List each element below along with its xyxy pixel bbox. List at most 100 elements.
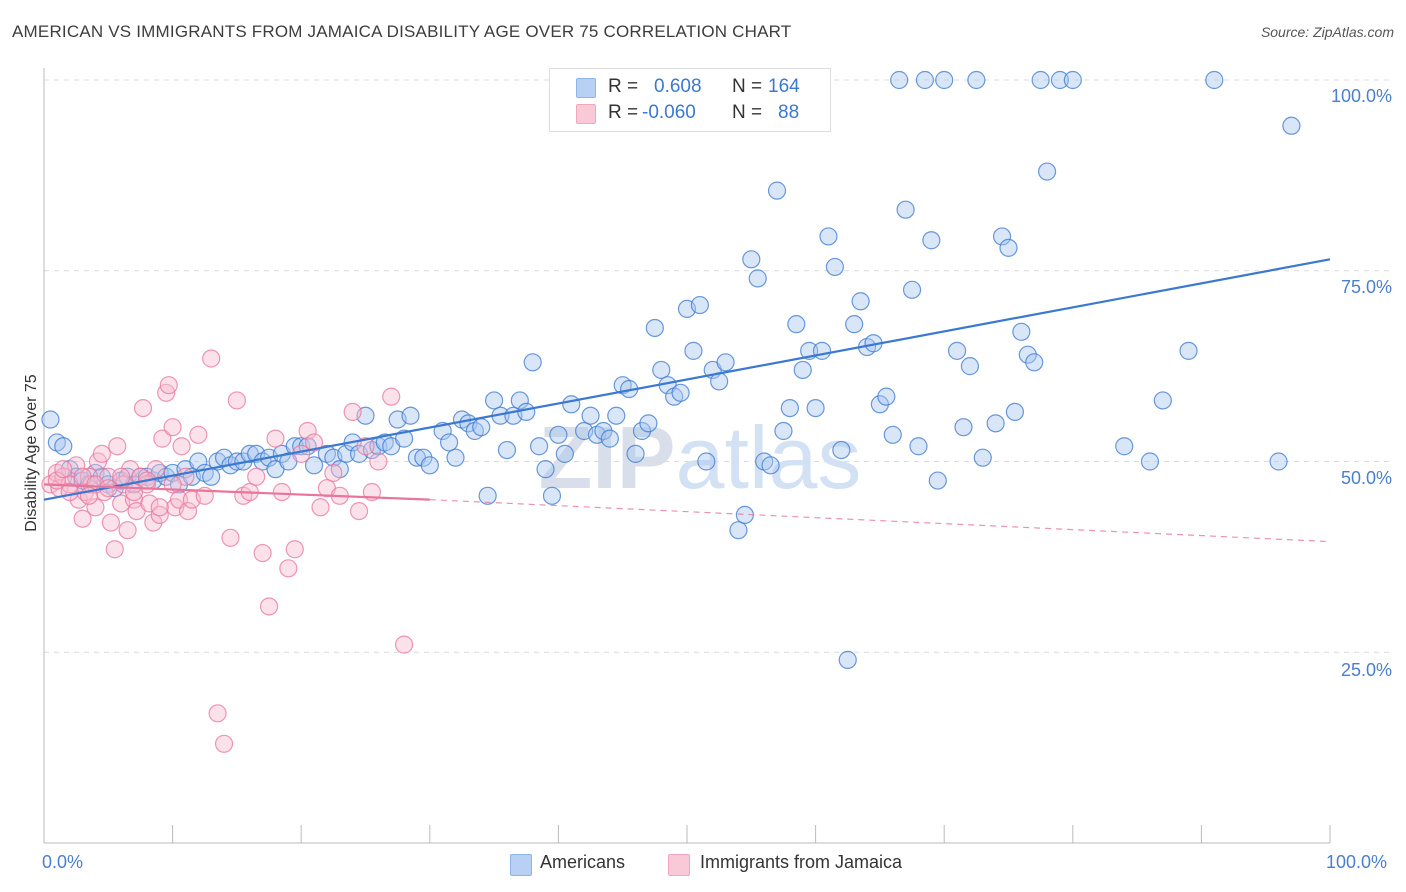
data-point — [105, 540, 124, 559]
data-point — [1140, 452, 1160, 471]
data-point — [1025, 353, 1044, 372]
data-point — [349, 501, 369, 521]
data-point — [671, 383, 690, 402]
data-point — [780, 398, 799, 418]
data-point — [356, 437, 375, 456]
data-point — [1050, 70, 1070, 90]
data-point — [133, 398, 153, 418]
data-point — [369, 452, 388, 471]
data-point — [343, 402, 362, 422]
y-tick-label: 75.0% — [1340, 277, 1392, 297]
chart-source: Source: ZipAtlas.com — [1260, 24, 1394, 40]
data-point — [825, 257, 844, 277]
data-point — [793, 360, 812, 380]
data-point — [748, 269, 767, 288]
legend-label: Immigrants from Jamaica — [700, 852, 903, 872]
data-point — [960, 357, 980, 376]
data-point — [401, 406, 420, 425]
data-point — [150, 505, 169, 525]
data-point — [729, 521, 748, 540]
legend-row-americans: R = 0.608 N = 164 — [550, 75, 830, 101]
data-point — [140, 494, 159, 513]
data-point — [1063, 70, 1082, 90]
data-point — [999, 238, 1018, 257]
data-point — [478, 486, 497, 505]
data-point — [1005, 402, 1025, 422]
data-point — [530, 437, 549, 456]
legend-item-jamaica[interactable]: Immigrants from Jamaica — [668, 852, 948, 876]
data-point — [523, 353, 542, 372]
data-point — [774, 421, 793, 441]
data-point — [542, 486, 562, 505]
data-point — [536, 460, 555, 479]
data-point — [922, 231, 941, 250]
data-point — [189, 425, 208, 444]
data-point — [896, 200, 915, 219]
data-point — [144, 513, 163, 532]
data-point — [101, 513, 120, 532]
data-point — [92, 467, 111, 486]
data-point — [253, 543, 272, 563]
data-point — [992, 227, 1012, 246]
data-point — [742, 250, 761, 269]
n-label: N = — [732, 102, 763, 123]
data-point — [787, 315, 806, 334]
trend-line-dashed — [429, 499, 1331, 543]
data-point — [549, 425, 568, 444]
data-point — [259, 597, 279, 616]
x-tick-label: 100.0% — [1326, 852, 1388, 872]
data-point — [639, 414, 658, 433]
r-value: -0.060 — [642, 102, 696, 123]
n-value: 88 — [778, 102, 800, 123]
data-point — [626, 444, 645, 463]
data-point — [54, 437, 73, 456]
data-point — [645, 318, 664, 338]
data-point — [1037, 162, 1057, 181]
data-point — [954, 418, 973, 437]
data-point — [838, 650, 857, 669]
data-point — [112, 467, 131, 486]
data-point — [118, 521, 137, 540]
data-point — [967, 70, 986, 90]
r-label: R = — [608, 102, 639, 123]
data-point — [812, 341, 832, 360]
data-point — [1205, 70, 1224, 90]
data-point — [890, 70, 909, 90]
data-point — [870, 395, 890, 414]
data-point — [607, 406, 626, 425]
data-point — [909, 437, 928, 456]
legend-swatch-pink — [576, 104, 596, 124]
n-value: 164 — [768, 76, 800, 97]
data-point — [1031, 70, 1050, 90]
data-point — [41, 410, 60, 429]
data-point — [883, 425, 902, 444]
legend-item-americans[interactable]: Americans — [510, 852, 650, 876]
chart-title: AMERICAN VS IMMIGRANTS FROM JAMAICA DISA… — [12, 22, 792, 41]
data-point — [935, 70, 954, 90]
data-point — [247, 467, 266, 486]
data-point — [92, 444, 111, 463]
data-point — [1282, 116, 1301, 135]
data-point — [845, 315, 864, 334]
data-point — [517, 402, 536, 422]
data-point — [973, 448, 992, 467]
data-point — [600, 429, 619, 448]
data-point — [208, 704, 227, 723]
y-tick-label: 100.0% — [1330, 86, 1392, 106]
y-tick-label: 50.0% — [1340, 468, 1392, 488]
y-tick-label: 25.0% — [1340, 660, 1392, 680]
data-point — [86, 498, 105, 517]
data-point — [819, 227, 838, 246]
data-point — [1179, 341, 1198, 360]
data-point — [581, 406, 600, 425]
data-point — [178, 501, 198, 521]
data-point — [832, 440, 851, 460]
data-point — [1012, 322, 1031, 341]
data-point — [716, 353, 735, 372]
data-point — [54, 460, 73, 479]
data-point — [485, 391, 504, 410]
legend-swatch-pink — [668, 854, 690, 876]
trend-line — [43, 258, 1331, 501]
data-point — [394, 635, 414, 654]
legend-swatch-blue — [510, 854, 532, 876]
